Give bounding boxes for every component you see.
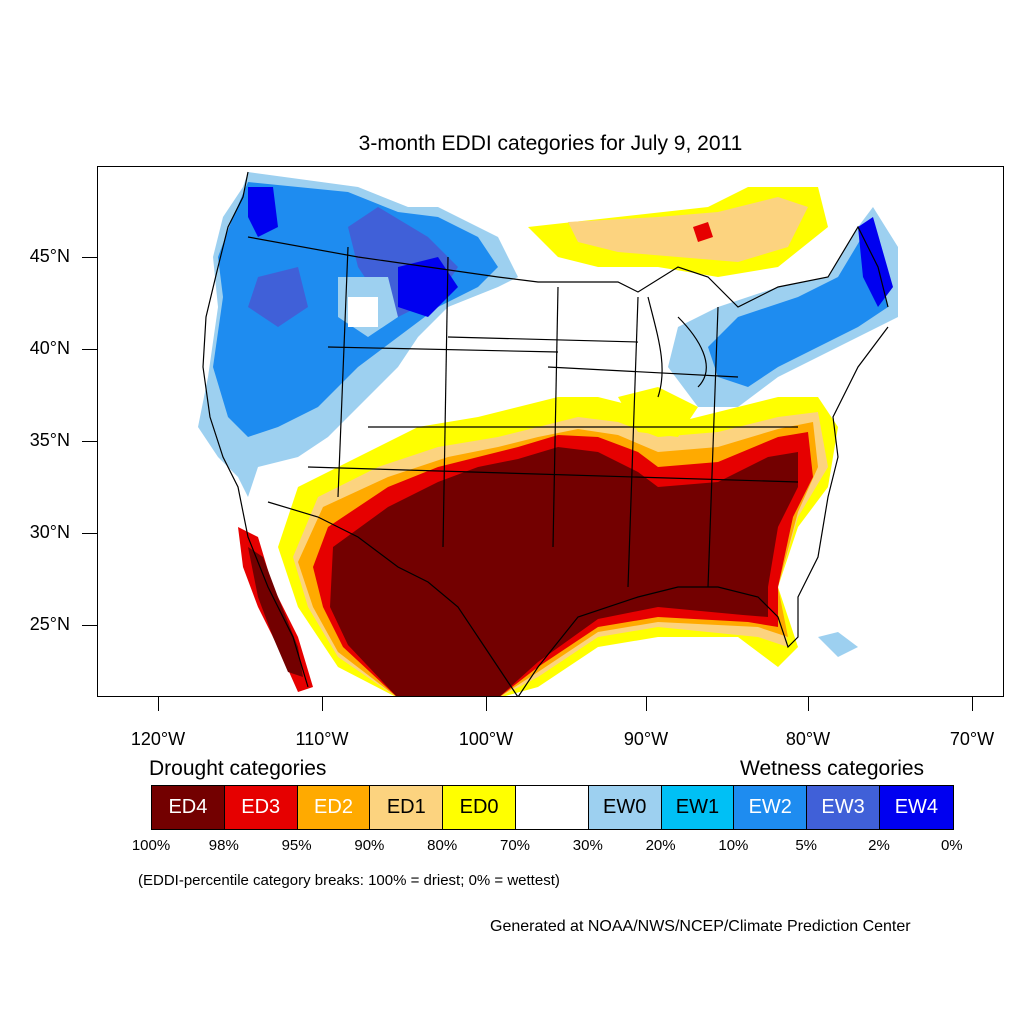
lake-michigan — [647, 296, 663, 398]
eddi-map — [97, 166, 1004, 697]
southern-border — [267, 501, 519, 696]
legend-box-ew4: EW4 — [879, 786, 953, 829]
lat-label-40: 40°N — [29, 338, 70, 358]
lon-label-120: 120°W — [130, 729, 186, 749]
legend-box-ew0: EW0 — [588, 786, 662, 829]
legend-box-ed1: ED1 — [370, 786, 444, 829]
lat-tick-35 — [82, 441, 97, 442]
lon-tick-90 — [646, 697, 647, 711]
lat-label-45: 45°N — [29, 246, 70, 266]
lake-huron — [677, 316, 707, 388]
lat-label-35: 35°N — [29, 430, 70, 450]
percentile-label: 80% — [427, 837, 458, 854]
west-coastline — [202, 171, 309, 688]
legend-box-ed4: ED4 — [152, 786, 225, 829]
wetness-heading: Wetness categories — [740, 757, 925, 780]
legend-box-ew2: EW2 — [734, 786, 808, 829]
percentile-label: 100% — [131, 837, 171, 854]
lon-label-110: 110°W — [295, 729, 349, 749]
percentile-label: 2% — [868, 837, 890, 854]
northern-border — [247, 225, 889, 308]
lon-tick-80 — [808, 697, 809, 711]
map-canvas — [198, 171, 898, 696]
drought-heading: Drought categories — [149, 757, 327, 780]
percentile-label: 30% — [572, 837, 603, 854]
legend-box-ew3: EW3 — [807, 786, 880, 829]
lon-label-70: 70°W — [949, 729, 995, 749]
percentile-label: 5% — [795, 837, 818, 854]
lon-label-90: 90°W — [623, 729, 669, 749]
percentile-label: 90% — [354, 837, 385, 854]
category-legend: ED4 ED3 ED2 ED1 ED0 EW0 EW1 EW2 EW3 EW4 — [151, 785, 954, 830]
lon-tick-120 — [158, 697, 159, 711]
percentile-label: 70% — [499, 837, 531, 854]
percentile-label: 0% — [940, 837, 963, 854]
boundaries — [202, 171, 889, 696]
lat-tick-30 — [82, 533, 97, 534]
lon-label-100: 100°W — [458, 729, 514, 749]
lat-tick-45 — [82, 257, 97, 258]
lat-tick-40 — [82, 349, 97, 350]
lon-tick-110 — [322, 697, 323, 711]
percentile-label: 20% — [645, 837, 676, 854]
lat-label-30: 30°N — [29, 522, 70, 542]
lon-tick-100 — [486, 697, 487, 711]
lon-tick-70 — [972, 697, 973, 711]
legend-box-ed2: ED2 — [297, 786, 371, 829]
percentile-label: 95% — [281, 837, 312, 854]
legend-box-ed0: ED0 — [443, 786, 516, 829]
percentile-label: 98% — [208, 837, 239, 854]
lat-label-25: 25°N — [29, 614, 70, 634]
percentile-label: 10% — [718, 837, 749, 854]
dry-regions — [238, 187, 838, 696]
gulf-atlantic-coast — [517, 326, 889, 696]
lat-tick-25 — [82, 625, 97, 626]
legend-box-ew1: EW1 — [661, 786, 735, 829]
map-title: 3-month EDDI categories for July 9, 2011 — [358, 132, 743, 155]
legend-note: (EDDI-percentile category breaks: 100% =… — [138, 872, 560, 889]
lon-label-80: 80°W — [785, 729, 831, 749]
legend-box-neutral — [515, 786, 589, 829]
credit-line: Generated at NOAA/NWS/NCEP/Climate Predi… — [490, 918, 911, 935]
legend-box-ed3: ED3 — [224, 786, 298, 829]
